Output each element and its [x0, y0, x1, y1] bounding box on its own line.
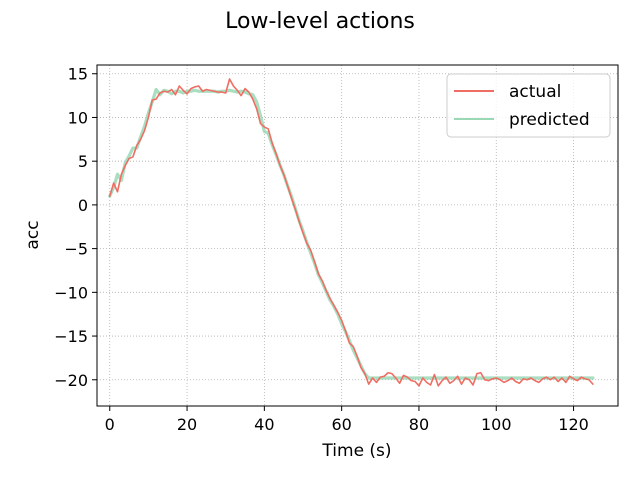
x-tick-label: 100 [481, 415, 512, 434]
x-tick-label: 80 [409, 415, 429, 434]
x-tick-label: 120 [558, 415, 589, 434]
x-tick-label: 0 [105, 415, 115, 434]
y-tick-label: −5 [64, 240, 88, 259]
plot-frame [96, 64, 619, 407]
x-axis: 0 20 40 60 80 100 120 [105, 406, 589, 434]
x-tick-label: 40 [254, 415, 274, 434]
legend-label-actual: actual [509, 82, 561, 102]
legend-box [446, 73, 611, 138]
y-tick-label: −15 [54, 327, 88, 346]
y-axis: 15 10 5 0 −5 −10 −15 −20 [54, 65, 97, 390]
legend-label-predicted: predicted [509, 110, 590, 130]
x-tick-label: 20 [177, 415, 197, 434]
x-tick-label: 60 [331, 415, 351, 434]
legend: actual predicted [446, 73, 611, 138]
series-layer [108, 78, 595, 387]
y-tick-label: 5 [78, 152, 88, 171]
series-line-actual [108, 78, 594, 387]
y-tick-label: 15 [68, 65, 88, 84]
y-tick-label: −20 [54, 371, 88, 390]
x-axis-label: Time (s) [321, 441, 391, 461]
y-tick-label: 10 [68, 108, 88, 127]
y-axis-label: acc [23, 220, 43, 249]
chart-title: Low-level actions [225, 9, 415, 34]
y-tick-label: −10 [54, 283, 88, 302]
y-tick-label: 0 [78, 196, 88, 215]
